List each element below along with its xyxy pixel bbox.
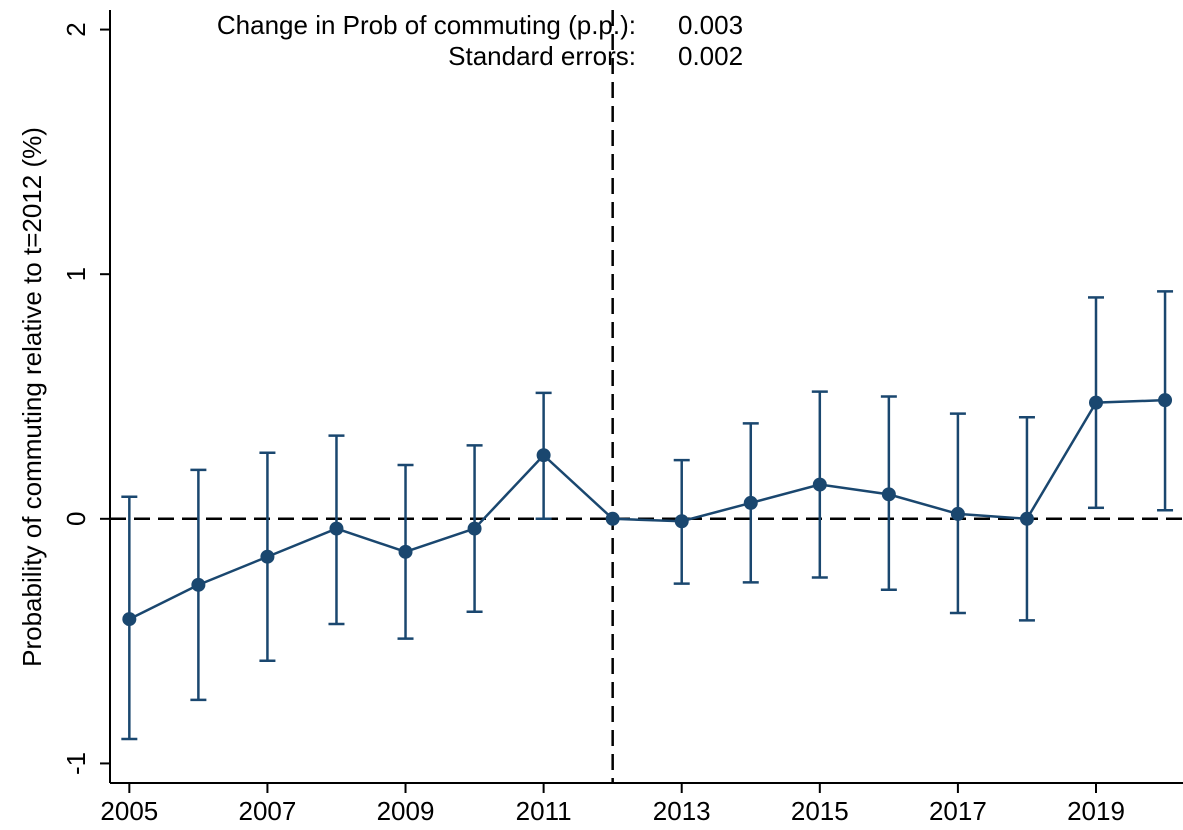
series-line [128, 398, 1166, 621]
x-tick-label: 2009 [377, 796, 435, 826]
x-tick-label: 2019 [1067, 796, 1125, 826]
point [1089, 395, 1103, 410]
point [1158, 393, 1173, 408]
x-tick-label: 2013 [653, 796, 711, 826]
point [398, 544, 413, 559]
point [536, 448, 551, 463]
point [1019, 511, 1034, 526]
annotation-value: 0.003 [678, 10, 743, 40]
y-axis-label: Probability of commuting relative to t=2… [17, 127, 47, 667]
x-tick-label: 2017 [929, 796, 987, 826]
point [467, 521, 482, 536]
point [674, 514, 689, 529]
point [329, 521, 344, 536]
x-tick-label: 2011 [516, 796, 572, 826]
x-tick-label: 2005 [100, 796, 158, 826]
y-tick-label: 0 [61, 512, 91, 526]
point [260, 549, 275, 564]
x-tick-label: 2015 [791, 796, 849, 826]
point [605, 511, 620, 526]
point [743, 495, 758, 510]
point [122, 612, 137, 627]
y-tick-label: 2 [61, 22, 91, 36]
point [950, 506, 965, 521]
point [812, 477, 827, 492]
point [881, 487, 896, 502]
annotation-value: 0.002 [678, 41, 743, 71]
x-tick-label: 2007 [239, 796, 297, 826]
annotation-label: Change in Prob of commuting (p.p.): [217, 10, 636, 40]
y-tick-label: 1 [61, 267, 91, 281]
annotation-label: Standard errors: [448, 41, 636, 71]
point [191, 577, 206, 592]
y-tick-label: -1 [61, 752, 91, 775]
